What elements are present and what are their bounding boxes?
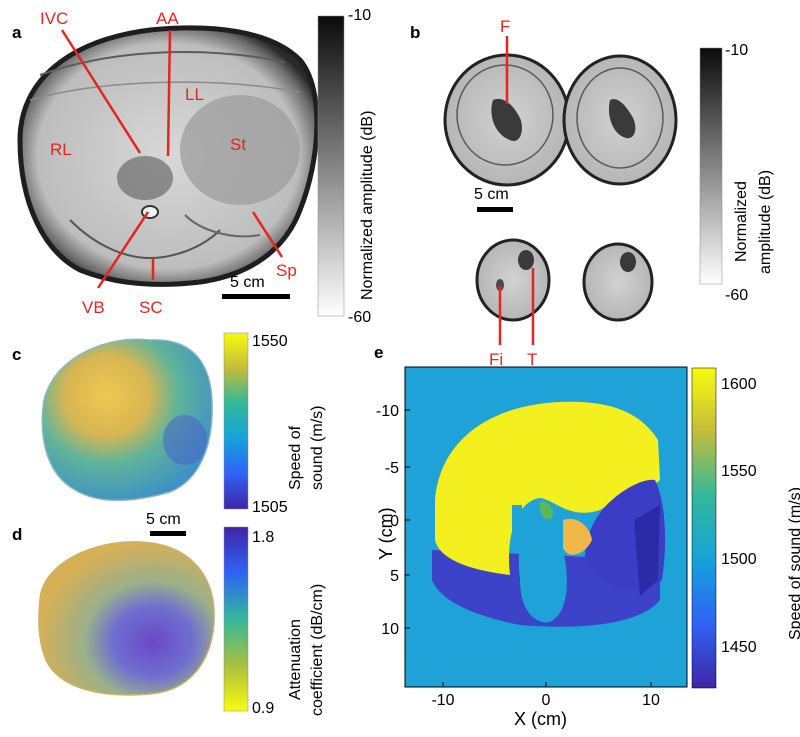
panel-letter-c: c bbox=[12, 345, 21, 364]
colorbar-b bbox=[699, 47, 723, 285]
ct-rib-line-2 bbox=[184, 214, 261, 238]
colorbar-e-ticks: 1600 1550 1500 1450 bbox=[721, 376, 757, 656]
x-tick-label-e: -10 bbox=[431, 692, 454, 709]
phantom-canal bbox=[512, 505, 522, 545]
x-ticks-e: -10 0 10 bbox=[431, 682, 660, 709]
colorbar-c bbox=[223, 332, 249, 510]
phantom-ivc bbox=[539, 501, 554, 520]
ct-cross-section bbox=[17, 25, 320, 287]
ylabel-e: Y (cm) bbox=[376, 507, 396, 560]
scalebar-a bbox=[222, 294, 290, 299]
label-fi: Fi bbox=[489, 350, 503, 369]
ct-rib-line bbox=[69, 219, 221, 260]
colorbar-d-min: 0.9 bbox=[252, 700, 274, 717]
colorbar-e-tick-label: 1600 bbox=[721, 376, 757, 393]
label-st: St bbox=[230, 135, 246, 154]
label-aa: AA bbox=[156, 9, 179, 28]
label-f: F bbox=[500, 17, 510, 36]
sos-map-c bbox=[41, 338, 213, 502]
thigh-muscle-ring-left bbox=[456, 64, 554, 166]
colorbar-d-title-1: Attenuation bbox=[287, 619, 304, 700]
tibia-left bbox=[518, 250, 534, 270]
y-tick-label-e: 5 bbox=[390, 568, 399, 585]
panel-letter-a: a bbox=[12, 23, 22, 42]
panel-e: e -10 -5 0 5 10 -10 0 10 X (cm) Y (cm) 1600 155… bbox=[374, 343, 800, 729]
colorbar-e-tick-label: 1450 bbox=[721, 639, 757, 656]
ct-fat-layer bbox=[39, 51, 286, 76]
colorbar-e bbox=[691, 367, 717, 689]
colorbar-d bbox=[223, 526, 249, 712]
colorbar-e-tick-label: 1550 bbox=[721, 463, 757, 480]
label-ll: LL bbox=[185, 85, 204, 104]
femur-right bbox=[608, 99, 636, 139]
colorbar-d-max: 1.8 bbox=[252, 529, 274, 546]
colorbar-b-title-2: amplitude (dB) bbox=[757, 170, 774, 274]
scalebar-label-b: 5 cm bbox=[474, 186, 509, 203]
aa-pointer bbox=[166, 29, 172, 157]
y-tick-label-e: -10 bbox=[376, 403, 399, 420]
label-sc: SC bbox=[139, 298, 163, 317]
scalebar-d bbox=[150, 531, 186, 536]
x-tick-label-e: 10 bbox=[642, 692, 660, 709]
tibia-right bbox=[620, 252, 636, 272]
label-vb: VB bbox=[82, 298, 105, 317]
panel-b: b F Fi T 5 cm -10 -60 Normalized amplitu… bbox=[410, 17, 774, 369]
label-sp: Sp bbox=[276, 261, 297, 280]
colorbar-e-title: Speed of sound (m/s) bbox=[787, 487, 800, 640]
ct-fat-layer-2 bbox=[29, 81, 301, 101]
attenuation-map-d bbox=[38, 541, 215, 696]
colorbar-b-min: -60 bbox=[725, 287, 748, 304]
colorbar-b-max: -10 bbox=[725, 42, 748, 59]
phantom-aorta bbox=[563, 518, 592, 555]
scalebar-b bbox=[477, 207, 513, 212]
thigh-muscle-ring-right bbox=[576, 67, 664, 169]
panel-letter-e: e bbox=[374, 343, 383, 362]
colorbar-d-title-2: coefficient (dB/cm) bbox=[309, 584, 326, 716]
ivc-pointer bbox=[60, 29, 142, 154]
colorbar-e-tick-label: 1500 bbox=[721, 551, 757, 568]
panel-d: d 5 cm 1.8 0.9 Attenuation coefficient (… bbox=[12, 511, 326, 717]
panel-a: a IVC AA LL RL St VB SC Sp 5 cm -10 -60 … bbox=[12, 7, 376, 326]
calf-section-right bbox=[582, 242, 654, 322]
colorbar-a-title: Normalized amplitude (dB) bbox=[359, 111, 376, 300]
phantom-liver bbox=[435, 401, 660, 575]
calf-section-left bbox=[475, 238, 551, 322]
y-tick-label-e: 0 bbox=[390, 513, 399, 530]
colorbar-c-title-2: sound (m/s) bbox=[309, 406, 326, 490]
y-tick-label-e: -5 bbox=[385, 460, 399, 477]
label-ivc: IVC bbox=[40, 9, 68, 28]
vertebral-body bbox=[117, 156, 173, 200]
vb-pointer bbox=[96, 211, 150, 289]
y-ticks-e: -10 -5 0 5 10 bbox=[376, 403, 410, 638]
sp-pointer bbox=[251, 211, 284, 258]
label-rl: RL bbox=[50, 140, 72, 159]
sos-low-region bbox=[163, 415, 207, 465]
colorbar-b-title-1: Normalized bbox=[733, 181, 750, 262]
colorbar-a bbox=[317, 15, 345, 317]
y-tick-label-e: 10 bbox=[381, 621, 399, 638]
fibula-left bbox=[496, 279, 504, 291]
x-tick-label-e: 0 bbox=[542, 692, 551, 709]
colorbar-a-max: -10 bbox=[348, 7, 371, 24]
panel-c: c 1550 1505 Speed of sound (m/s) bbox=[12, 332, 326, 516]
phantom-spine bbox=[518, 531, 567, 623]
scalebar-label-d: 5 cm bbox=[146, 511, 181, 528]
panel-letter-b: b bbox=[410, 23, 420, 42]
panel-letter-d: d bbox=[12, 525, 22, 544]
xlabel-e: X (cm) bbox=[514, 709, 567, 729]
scalebar-label-a: 5 cm bbox=[230, 274, 265, 291]
colorbar-c-max: 1550 bbox=[252, 333, 288, 350]
femur-left bbox=[491, 98, 522, 141]
colorbar-c-min: 1505 bbox=[252, 499, 288, 516]
colorbar-a-min: -60 bbox=[348, 309, 371, 326]
colorbar-c-title-1: Speed of bbox=[287, 425, 304, 490]
label-t: T bbox=[527, 350, 537, 369]
phantom-spleen bbox=[634, 505, 660, 596]
stomach-region bbox=[180, 95, 300, 205]
